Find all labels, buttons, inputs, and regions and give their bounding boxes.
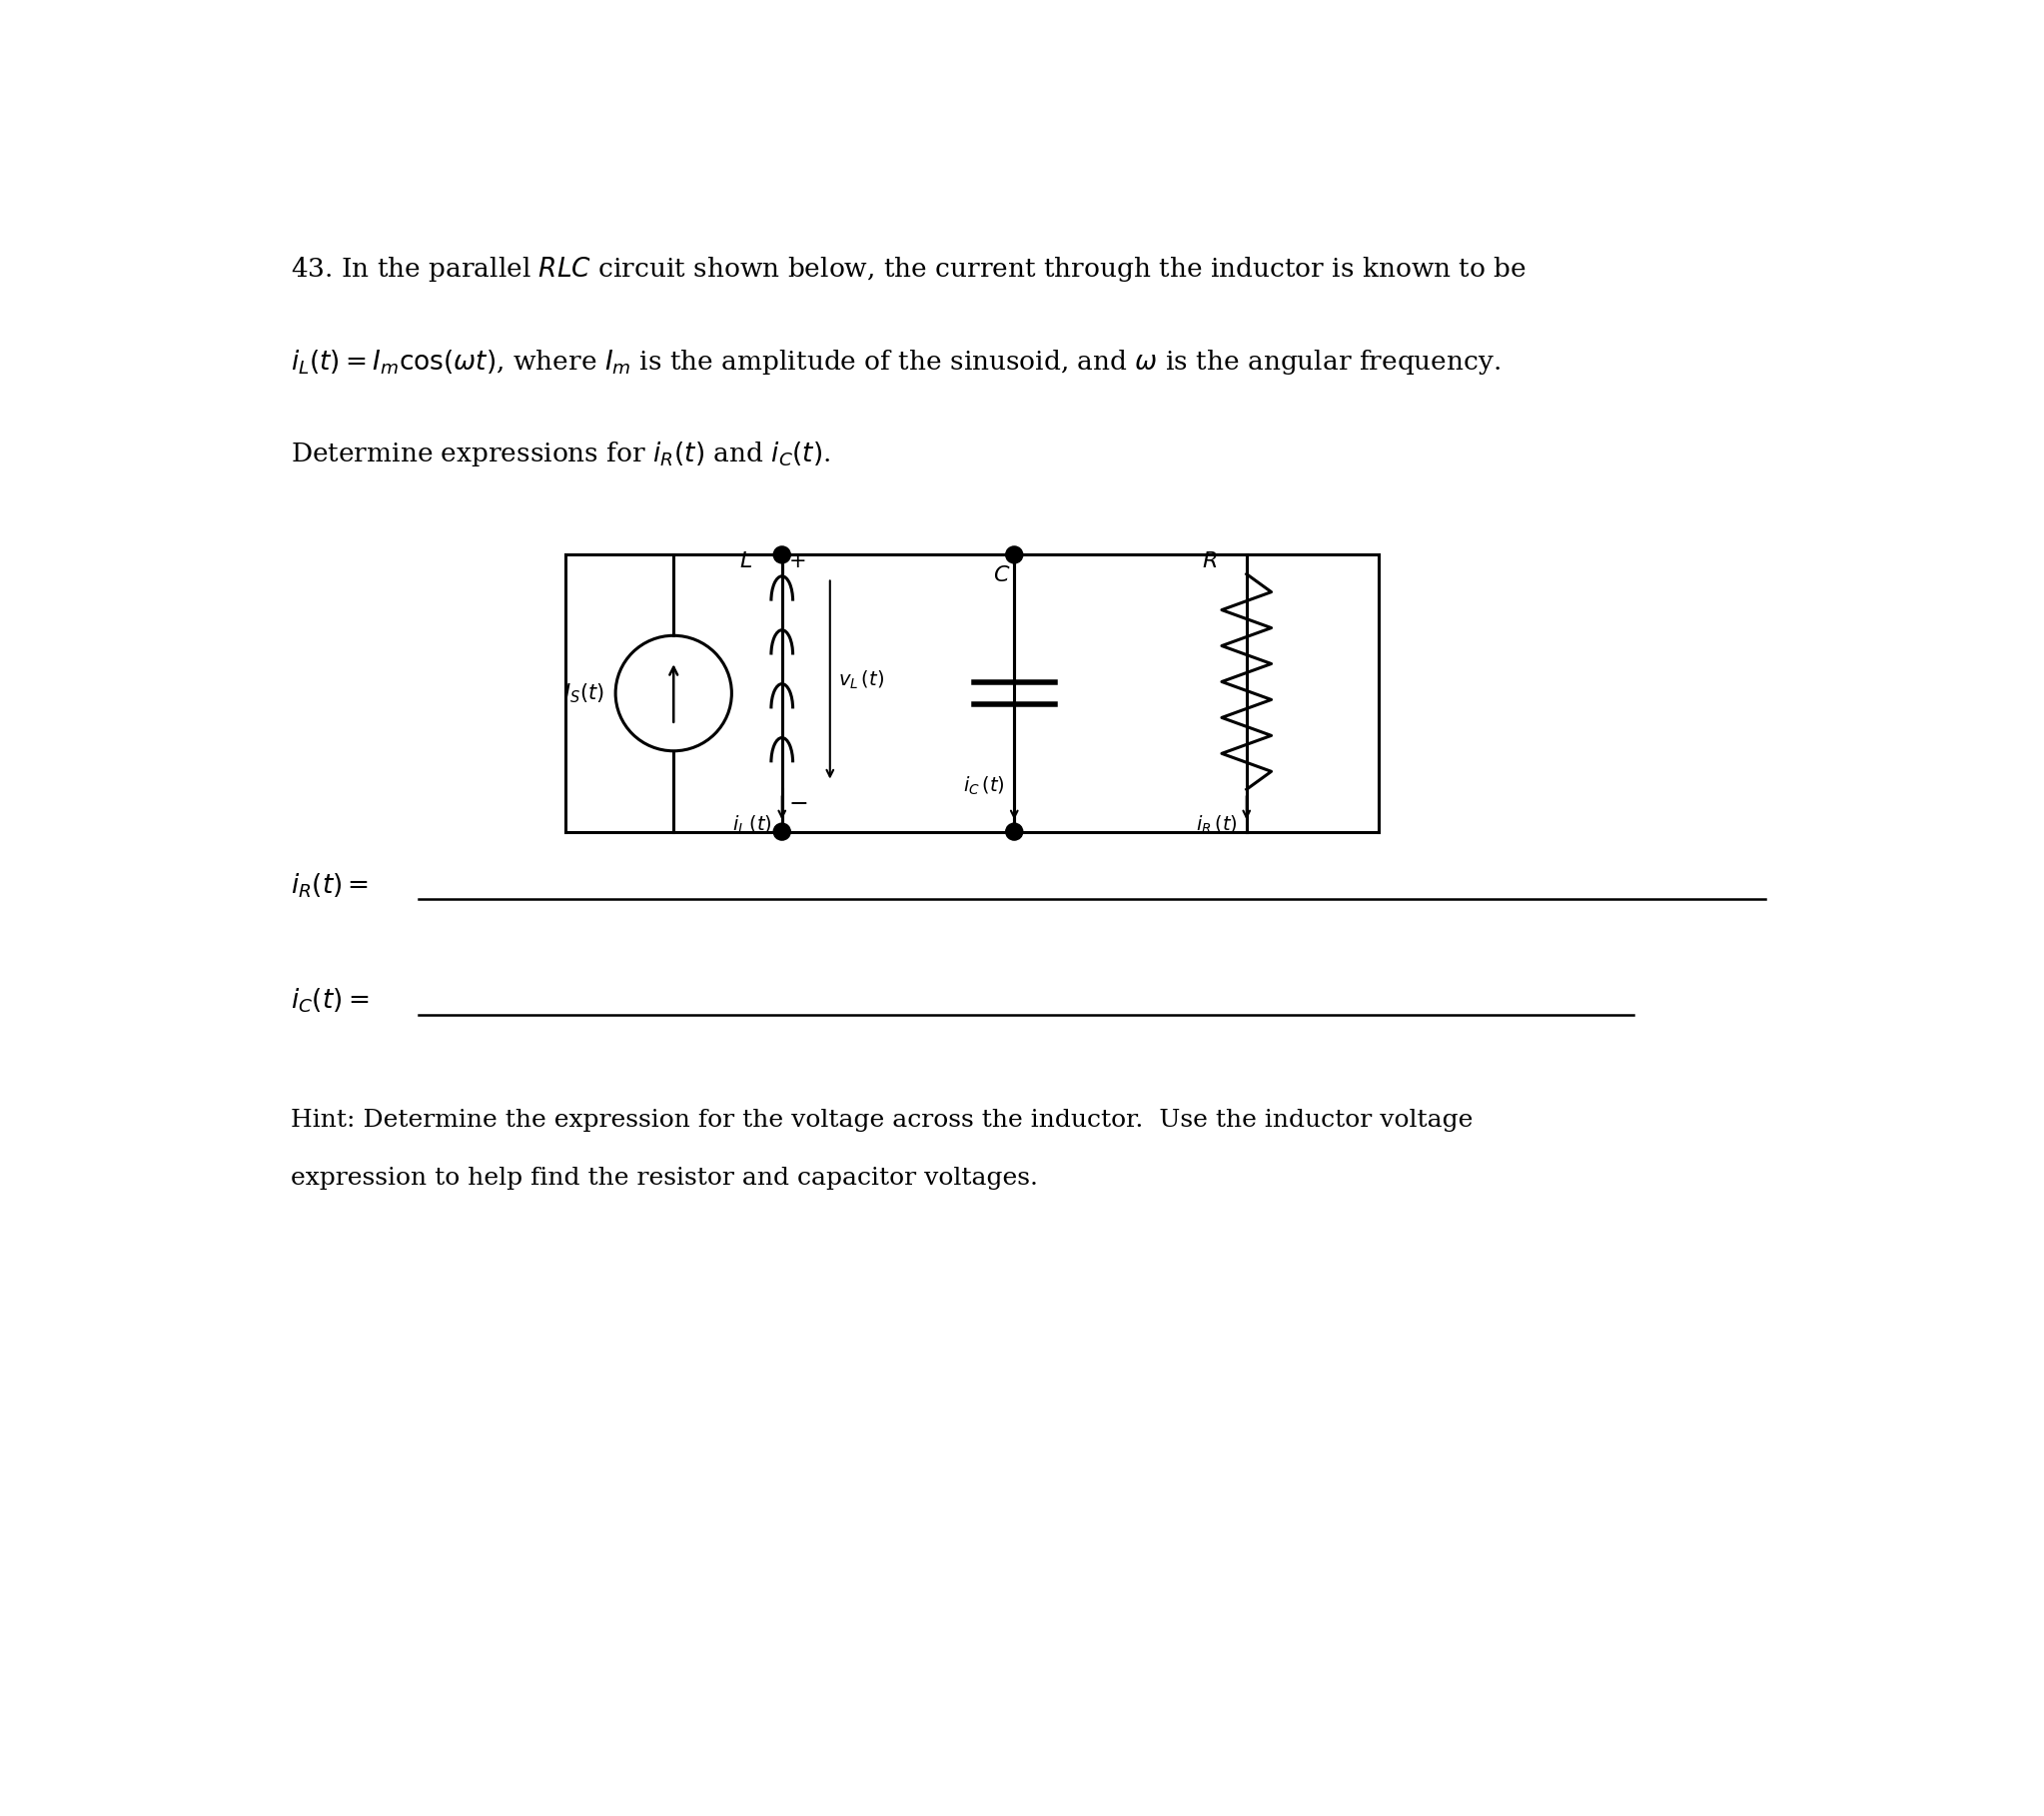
Text: $i_L\,(t)$: $i_L\,(t)$ <box>732 814 773 837</box>
Text: $C$: $C$ <box>993 565 1010 587</box>
Text: $I_S(t)$: $I_S(t)$ <box>564 681 603 705</box>
Circle shape <box>773 547 791 563</box>
Text: $i_R\,(t)$: $i_R\,(t)$ <box>1196 814 1237 837</box>
Text: Determine expressions for $i_R(t)$ and $i_C(t)$.: Determine expressions for $i_R(t)$ and $… <box>290 439 830 469</box>
Text: $i_C\,(t)$: $i_C\,(t)$ <box>963 775 1006 797</box>
Text: $i_C(t) =$: $i_C(t) =$ <box>290 986 368 1015</box>
Text: expression to help find the resistor and capacitor voltages.: expression to help find the resistor and… <box>290 1166 1038 1189</box>
Text: $R$: $R$ <box>1202 550 1216 572</box>
Text: $i_L(t) = I_m\cos(\omega t)$, where $I_m$ is the amplitude of the sinusoid, and : $i_L(t) = I_m\cos(\omega t)$, where $I_m… <box>290 347 1500 376</box>
Text: $+$: $+$ <box>789 552 805 572</box>
Text: $-$: $-$ <box>789 792 807 814</box>
Text: $i_R(t) =$: $i_R(t) =$ <box>290 872 368 899</box>
Circle shape <box>1006 547 1022 563</box>
Text: Hint: Determine the expression for the voltage across the inductor.  Use the ind: Hint: Determine the expression for the v… <box>290 1108 1472 1131</box>
Text: $L$: $L$ <box>740 550 752 572</box>
Text: $v_L\,(t)$: $v_L\,(t)$ <box>838 668 883 690</box>
Circle shape <box>773 823 791 841</box>
Text: 43. In the parallel $\mathit{RLC}$ circuit shown below, the current through the : 43. In the parallel $\mathit{RLC}$ circu… <box>290 254 1527 283</box>
Circle shape <box>1006 823 1022 841</box>
